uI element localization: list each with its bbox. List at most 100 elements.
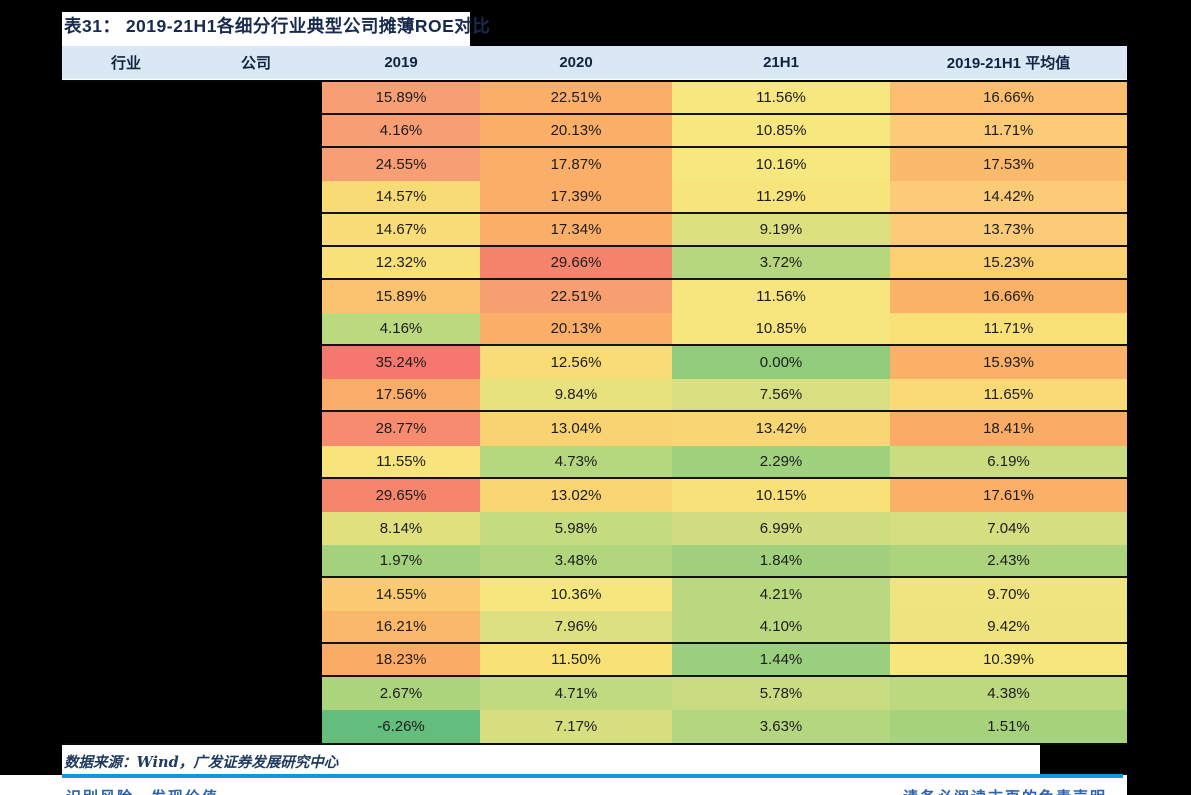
table-row: 15.89% 22.51% 11.56% 16.66% xyxy=(322,280,1127,314)
roe-cell: 11.56% xyxy=(672,280,890,314)
roe-cell: 17.87% xyxy=(480,148,672,182)
table-row: 12.32% 29.66% 3.72% 15.23% xyxy=(322,247,1127,281)
roe-cell: 22.51% xyxy=(480,280,672,314)
footer-left-text: 识别风险，发现价值 xyxy=(66,788,219,795)
redaction-left-strip xyxy=(0,0,62,775)
roe-cell: 4.16% xyxy=(322,115,480,147)
roe-cell: -6.26% xyxy=(322,709,480,743)
roe-cell: 17.61% xyxy=(890,478,1127,512)
roe-cell: 4.71% xyxy=(480,676,672,710)
roe-cell: 1.84% xyxy=(672,544,890,576)
roe-cell: 15.89% xyxy=(322,280,480,314)
roe-cell: 5.98% xyxy=(480,511,672,545)
table-row: 16.21% 7.96% 4.10% 9.42% xyxy=(322,610,1127,644)
roe-cell: 10.85% xyxy=(672,115,890,147)
roe-cell: 6.99% xyxy=(672,511,890,545)
roe-cell: 7.04% xyxy=(890,511,1127,545)
header-cell-4: 21H1 xyxy=(763,54,799,71)
roe-cell: 9.84% xyxy=(480,379,672,411)
roe-cell: 11.56% xyxy=(672,82,890,114)
header-cell-0: 行业 xyxy=(110,55,141,72)
roe-cell: 0.00% xyxy=(672,346,890,380)
footer-right-clipped: 请务必阅读末页的免责声明 xyxy=(903,786,1127,795)
roe-cell: 10.15% xyxy=(672,478,890,512)
roe-cell: 8.14% xyxy=(322,511,480,545)
redaction-right-strip xyxy=(1127,0,1191,795)
roe-cell: 10.16% xyxy=(672,148,890,182)
roe-cell: 3.72% xyxy=(672,247,890,279)
roe-cell: 4.16% xyxy=(322,313,480,345)
roe-cell: 17.53% xyxy=(890,148,1127,182)
roe-cell: 14.42% xyxy=(890,181,1127,213)
redaction-industry-company-columns xyxy=(62,82,322,743)
table-row: 2.67% 4.71% 5.78% 4.38% xyxy=(322,676,1127,710)
roe-cell: 9.42% xyxy=(890,610,1127,642)
header-cell-2: 2019 xyxy=(384,54,418,71)
roe-cell: 17.39% xyxy=(480,181,672,213)
roe-cell: 10.85% xyxy=(672,313,890,345)
roe-cell: 14.55% xyxy=(322,577,480,611)
roe-cell: 4.21% xyxy=(672,577,890,611)
footer-right-text: 请务必阅读末页的免责声明 xyxy=(903,788,1107,795)
roe-cell: 29.65% xyxy=(322,478,480,512)
roe-cell: 4.10% xyxy=(672,610,890,642)
roe-cell: 35.24% xyxy=(322,346,480,380)
roe-cell: 17.56% xyxy=(322,379,480,411)
roe-cell: 9.70% xyxy=(890,577,1127,611)
roe-cell: 18.23% xyxy=(322,643,480,675)
header-cell-5: 2019-21H1 平均值 xyxy=(946,55,1071,72)
roe-cell: 1.51% xyxy=(890,709,1127,743)
data-source-note: 数据来源：Wind，广发证券发展研究中心 xyxy=(64,754,339,771)
roe-cell: 28.77% xyxy=(322,412,480,446)
roe-cell: 16.66% xyxy=(890,82,1127,114)
roe-cell: 13.42% xyxy=(672,412,890,446)
table-row: 14.57% 17.39% 11.29% 14.42% xyxy=(322,181,1127,215)
header-cell-3: 2020 xyxy=(559,54,593,71)
roe-cell: 15.93% xyxy=(890,346,1127,380)
table-row: 28.77% 13.04% 13.42% 18.41% xyxy=(322,412,1127,446)
roe-cell: 4.38% xyxy=(890,676,1127,710)
roe-cell: 11.55% xyxy=(322,445,480,477)
roe-cell: 10.36% xyxy=(480,577,672,611)
roe-cell: 9.19% xyxy=(672,214,890,246)
table-row: 8.14% 5.98% 6.99% 7.04% xyxy=(322,511,1127,545)
roe-cell: 7.17% xyxy=(480,709,672,743)
table-row: 15.89% 22.51% 11.56% 16.66% xyxy=(322,82,1127,116)
roe-cell: 10.39% xyxy=(890,643,1127,675)
redaction-top-strip xyxy=(0,0,1191,12)
roe-cell: 14.57% xyxy=(322,181,480,213)
roe-cell: 11.71% xyxy=(890,115,1127,147)
roe-cell: 24.55% xyxy=(322,148,480,182)
roe-cell: 11.71% xyxy=(890,313,1127,345)
roe-cell: 1.44% xyxy=(672,643,890,675)
roe-cell: 15.89% xyxy=(322,82,480,114)
roe-cell: 12.56% xyxy=(480,346,672,380)
roe-cell: 13.02% xyxy=(480,478,672,512)
table-row: 4.16% 20.13% 10.85% 11.71% xyxy=(322,115,1127,149)
roe-cell: 13.73% xyxy=(890,214,1127,246)
roe-cell: 14.67% xyxy=(322,214,480,246)
roe-cell: 4.73% xyxy=(480,445,672,477)
roe-cell: 6.19% xyxy=(890,445,1127,477)
header-cell-1: 公司 xyxy=(240,55,271,72)
roe-cell: 11.50% xyxy=(480,643,672,675)
roe-table-body: 15.89% 22.51% 11.56% 16.66% 4.16% 20.13% 10.85… xyxy=(62,80,1127,745)
roe-cell: 22.51% xyxy=(480,82,672,114)
roe-cell: 20.13% xyxy=(480,115,672,147)
roe-cell: 20.13% xyxy=(480,313,672,345)
roe-cell: 12.32% xyxy=(322,247,480,279)
roe-cell: 18.41% xyxy=(890,412,1127,446)
table-row: 1.97% 3.48% 1.84% 2.43% xyxy=(322,544,1127,578)
roe-cell: 7.56% xyxy=(672,379,890,411)
roe-cell: 11.29% xyxy=(672,181,890,213)
roe-cell: 3.48% xyxy=(480,544,672,576)
roe-cell: 5.78% xyxy=(672,676,890,710)
roe-cell: 15.23% xyxy=(890,247,1127,279)
roe-cell: 29.66% xyxy=(480,247,672,279)
redaction-bottom-right-block xyxy=(1040,745,1127,775)
table-row: 4.16% 20.13% 10.85% 11.71% xyxy=(322,313,1127,347)
table-row: -6.26% 7.17% 3.63% 1.51% xyxy=(322,709,1127,743)
table-row: 29.65% 13.02% 10.15% 17.61% xyxy=(322,478,1127,512)
roe-cell: 13.04% xyxy=(480,412,672,446)
table-row: 11.55% 4.73% 2.29% 6.19% xyxy=(322,445,1127,479)
